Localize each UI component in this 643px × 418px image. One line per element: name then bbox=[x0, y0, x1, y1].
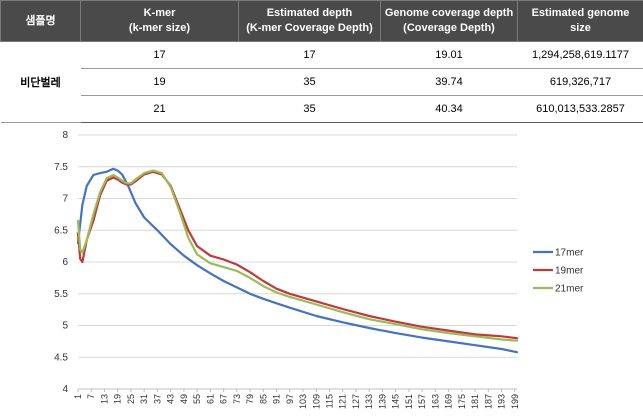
x-tick-label: 7 bbox=[86, 394, 96, 399]
x-tick-label: 61 bbox=[205, 394, 215, 404]
x-tick-label: 73 bbox=[232, 394, 242, 404]
y-tick-label: 7 bbox=[62, 194, 68, 205]
series-line-17mer bbox=[76, 167, 519, 354]
x-tick-label: 139 bbox=[377, 394, 387, 409]
header-estimated-depth: Estimated depth (K-mer Coverage Depth) bbox=[238, 0, 381, 42]
y-tick-label: 4 bbox=[62, 384, 68, 395]
x-tick-label: 127 bbox=[351, 394, 361, 409]
cell-kmer: 17 bbox=[80, 41, 239, 69]
cell-kmer: 19 bbox=[80, 68, 239, 96]
x-tick-label: 31 bbox=[139, 394, 149, 404]
cell-size: 1,294,258,619.1177 bbox=[517, 41, 643, 69]
x-tick-label: 91 bbox=[272, 394, 282, 404]
x-tick-label: 49 bbox=[179, 394, 189, 404]
cell-size: 619,326,717 bbox=[517, 68, 643, 96]
legend-label-17mer: 17mer bbox=[555, 248, 584, 259]
x-tick-label: 97 bbox=[285, 394, 295, 404]
y-tick-label: 5 bbox=[62, 321, 68, 332]
cell-coverage: 40.34 bbox=[380, 95, 518, 123]
header-sample: 샘플명 bbox=[0, 0, 81, 42]
x-tick-label: 187 bbox=[483, 394, 493, 409]
legend-label-19mer: 19mer bbox=[555, 266, 584, 277]
x-tick-label: 55 bbox=[192, 394, 202, 404]
y-tick-label: 4.5 bbox=[54, 352, 68, 363]
cell-kmer: 21 bbox=[80, 95, 239, 123]
cell-depth: 35 bbox=[238, 95, 381, 123]
x-tick-label: 19 bbox=[113, 394, 123, 404]
y-tick-label: 7.5 bbox=[54, 162, 68, 173]
table-row: 19 35 39.74 619,326,717 bbox=[1, 68, 643, 96]
x-tick-label: 133 bbox=[364, 394, 374, 409]
table-header-row: 샘플명 K-mer (k-mer size) Estimated depth (… bbox=[0, 0, 643, 42]
kmer-frequency-line-chart: 44.555.566.577.581 7 13 19 25 31 37 43 49 55 61 67 7… bbox=[54, 130, 584, 409]
series-line-21mer bbox=[76, 169, 519, 342]
sample-name: 비단벌레 bbox=[0, 41, 81, 123]
y-tick-label: 8 bbox=[62, 130, 68, 141]
x-tick-label: 157 bbox=[417, 394, 427, 409]
x-tick-label: 43 bbox=[166, 394, 176, 404]
x-tick-label: 175 bbox=[457, 394, 467, 409]
x-tick-label: 151 bbox=[404, 394, 414, 409]
cell-coverage: 39.74 bbox=[380, 68, 518, 96]
cell-depth: 35 bbox=[238, 68, 381, 96]
x-tick-label: 67 bbox=[219, 394, 229, 404]
x-tick-label: 109 bbox=[311, 394, 321, 409]
x-tick-label: 121 bbox=[338, 394, 348, 409]
y-tick-label: 5.5 bbox=[54, 289, 68, 300]
x-tick-label: 181 bbox=[470, 394, 480, 409]
y-tick-label: 6.5 bbox=[54, 225, 68, 236]
y-tick-label: 6 bbox=[62, 257, 68, 268]
x-tick-label: 1 bbox=[73, 394, 83, 399]
x-tick-label: 193 bbox=[497, 394, 507, 409]
cell-depth: 17 bbox=[238, 41, 381, 69]
x-tick-label: 163 bbox=[430, 394, 440, 409]
header-kmer: K-mer (k-mer size) bbox=[80, 0, 239, 42]
kmer-results-table: 샘플명 K-mer (k-mer size) Estimated depth (… bbox=[0, 0, 643, 123]
x-tick-label: 37 bbox=[152, 394, 162, 404]
x-tick-label: 13 bbox=[99, 394, 109, 404]
legend-label-21mer: 21mer bbox=[555, 284, 584, 295]
header-coverage-depth: Genome coverage depth (Coverage Depth) bbox=[380, 0, 518, 42]
table-row: 21 35 40.34 610,013,533.2857 bbox=[1, 95, 643, 123]
x-tick-label: 169 bbox=[444, 394, 454, 409]
series-line-19mer bbox=[76, 170, 519, 340]
x-tick-label: 115 bbox=[324, 394, 334, 408]
header-genome-size: Estimated genome size bbox=[517, 0, 643, 42]
cell-coverage: 19.01 bbox=[380, 41, 518, 69]
x-tick-label: 145 bbox=[391, 394, 401, 409]
x-tick-label: 199 bbox=[510, 394, 520, 409]
x-tick-label: 79 bbox=[245, 394, 255, 404]
x-tick-label: 85 bbox=[258, 394, 268, 404]
table-row: 비단벌레 17 17 19.01 1,294,258,619.1177 bbox=[0, 41, 643, 123]
cell-size: 610,013,533.2857 bbox=[517, 95, 643, 123]
x-tick-label: 25 bbox=[126, 394, 136, 404]
x-tick-label: 103 bbox=[298, 394, 308, 409]
